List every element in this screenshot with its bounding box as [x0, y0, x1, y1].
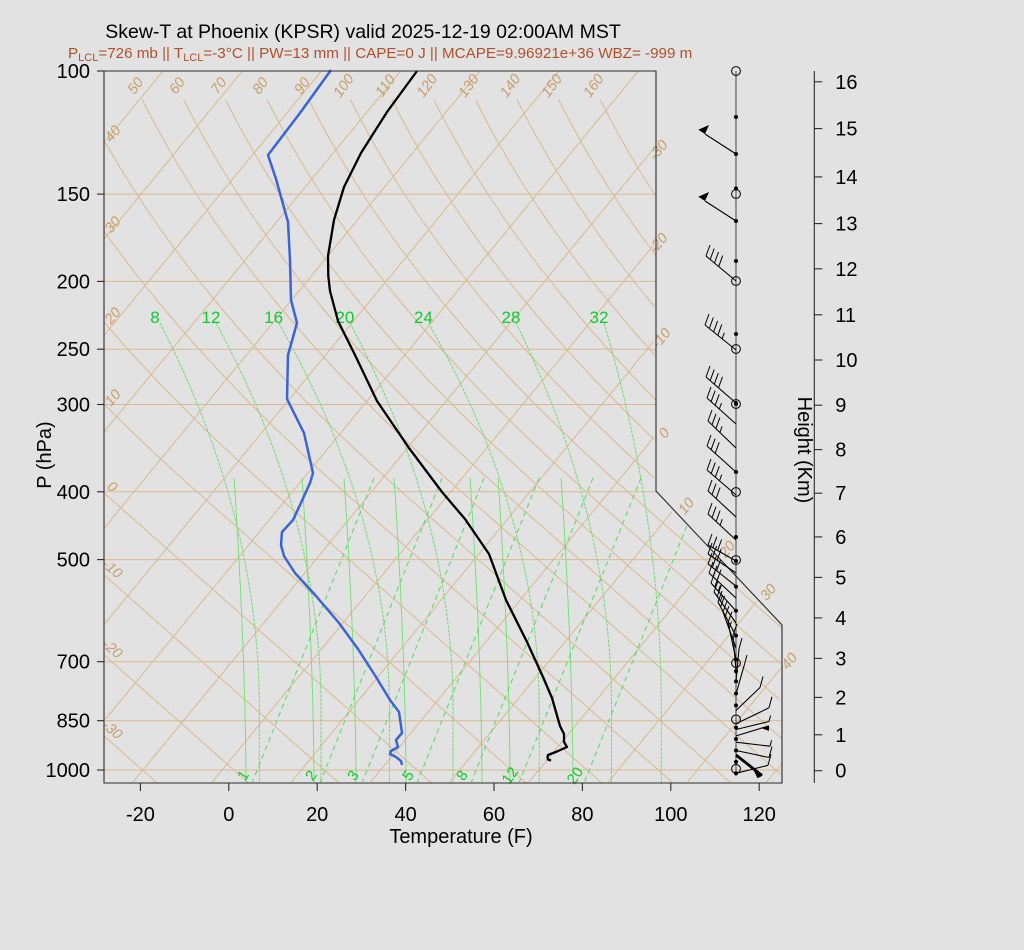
svg-text:700: 700 [57, 652, 90, 674]
svg-text:PLCL=726 mb || TLCL=-3°C || PW: PLCL=726 mb || TLCL=-3°C || PW=13 mm || … [68, 45, 692, 64]
svg-text:16: 16 [264, 308, 283, 327]
svg-text:1: 1 [835, 725, 846, 747]
svg-text:24: 24 [414, 308, 433, 327]
svg-text:12: 12 [202, 308, 221, 327]
svg-text:14: 14 [835, 167, 857, 189]
svg-text:28: 28 [502, 308, 521, 327]
svg-text:60: 60 [483, 804, 505, 826]
svg-text:P (hPa): P (hPa) [34, 421, 56, 488]
svg-text:40: 40 [778, 650, 801, 673]
svg-text:5: 5 [835, 567, 846, 589]
svg-text:400: 400 [57, 482, 90, 504]
svg-text:12: 12 [835, 259, 857, 281]
svg-text:0: 0 [223, 804, 234, 826]
svg-text:Height (Km): Height (Km) [793, 397, 815, 504]
svg-text:32: 32 [590, 308, 609, 327]
svg-text:250: 250 [57, 339, 90, 361]
svg-text:Temperature (F): Temperature (F) [389, 826, 532, 848]
svg-text:500: 500 [57, 550, 90, 572]
svg-text:8: 8 [150, 308, 159, 327]
svg-text:200: 200 [57, 271, 90, 293]
svg-text:40: 40 [102, 123, 125, 146]
svg-text:90: 90 [291, 75, 313, 97]
svg-text:20: 20 [335, 308, 354, 327]
svg-text:100: 100 [57, 61, 90, 83]
svg-text:15: 15 [835, 119, 857, 141]
svg-text:20: 20 [306, 804, 328, 826]
svg-text:10: 10 [102, 387, 125, 410]
svg-text:120: 120 [743, 804, 776, 826]
svg-text:50: 50 [125, 75, 147, 97]
svg-text:7: 7 [835, 483, 846, 505]
svg-text:0: 0 [835, 761, 846, 783]
svg-text:70: 70 [208, 75, 230, 97]
svg-text:16: 16 [835, 72, 857, 94]
svg-text:300: 300 [57, 395, 90, 417]
svg-text:80: 80 [571, 804, 593, 826]
svg-text:8: 8 [835, 440, 846, 462]
svg-text:10: 10 [835, 350, 857, 372]
svg-text:60: 60 [166, 75, 188, 97]
svg-text:4: 4 [835, 608, 846, 630]
svg-text:40: 40 [394, 804, 416, 826]
svg-text:150: 150 [57, 184, 90, 206]
svg-text:850: 850 [57, 711, 90, 733]
svg-text:30: 30 [757, 581, 780, 604]
svg-text:11: 11 [835, 305, 856, 327]
svg-text:10: 10 [675, 495, 698, 518]
svg-text:2: 2 [835, 687, 846, 709]
svg-text:100: 100 [654, 804, 687, 826]
svg-text:9: 9 [835, 395, 846, 417]
svg-text:6: 6 [835, 527, 846, 549]
svg-text:13: 13 [835, 214, 857, 236]
svg-text:12: 12 [499, 764, 522, 787]
svg-text:Skew-T at Phoenix (KPSR) valid: Skew-T at Phoenix (KPSR) valid 2025-12-1… [105, 21, 621, 43]
svg-text:1000: 1000 [46, 760, 91, 782]
svg-text:80: 80 [250, 75, 272, 97]
svg-text:30: 30 [102, 214, 125, 237]
svg-text:-20: -20 [126, 804, 155, 826]
svg-text:3: 3 [835, 648, 846, 670]
svg-text:20: 20 [564, 764, 587, 787]
